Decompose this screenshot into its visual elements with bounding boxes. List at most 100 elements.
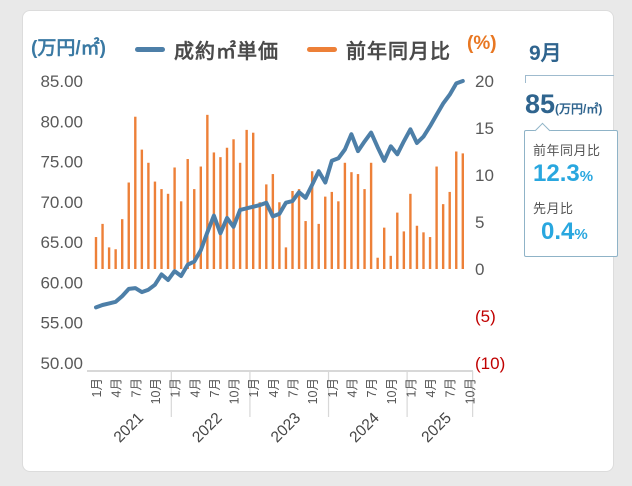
yoy-bar — [363, 189, 366, 269]
yoy-bar — [134, 116, 137, 269]
right-axis-tick: 0 — [475, 260, 484, 279]
yoy-bar — [140, 149, 144, 269]
right-axis-unit-label: (%) — [467, 33, 497, 54]
yoy-bar — [127, 182, 130, 269]
yoy-bar — [461, 153, 464, 269]
chart-card: (万円/㎡) 成約㎡単価 前年同月比 (%) 85.00 80.00 75.00 70… — [22, 10, 618, 472]
yoy-bar — [422, 232, 425, 269]
yoy-bar — [455, 151, 458, 269]
month-tick: 7月 — [208, 378, 222, 397]
yoy-bar — [212, 152, 216, 269]
yoy-value-percent-sign: % — [579, 168, 594, 185]
yoy-bar — [199, 166, 202, 269]
yoy-bar — [402, 231, 406, 269]
right-axis-tick: 10 — [475, 166, 494, 185]
month-tick: 7月 — [129, 378, 143, 397]
month-tick: 7月 — [365, 378, 379, 397]
right-axis-tick: (5) — [475, 307, 496, 326]
yoy-bar — [284, 247, 288, 269]
legend-item-price: 成約㎡単価 — [135, 35, 279, 64]
yoy-bar — [297, 189, 301, 269]
yoy-bar — [206, 114, 209, 269]
yoy-bar — [265, 184, 268, 269]
yoy-bar — [356, 174, 360, 269]
price-yoy-chart: 85.00 80.00 75.00 70.00 65.00 60.00 55.00 50.00… — [31, 59, 515, 459]
yoy-label: 前年同月比 — [533, 143, 601, 158]
yoy-bar — [369, 162, 373, 269]
month-tick: 7月 — [444, 378, 458, 397]
price-line — [94, 79, 465, 310]
yoy-bar — [278, 202, 281, 269]
price-line-swatch — [135, 47, 165, 52]
year-tick: 2023 — [268, 410, 304, 446]
month-tick: 4月 — [110, 378, 124, 397]
yoy-bar — [343, 162, 347, 269]
yoy-bar — [350, 172, 353, 269]
yoy-bar — [186, 159, 189, 269]
yoy-bar — [121, 219, 124, 269]
yoy-bar — [383, 227, 386, 269]
left-axis-tick: 55.00 — [40, 314, 83, 333]
yoy-bar — [415, 225, 419, 269]
yoy-bar — [389, 255, 392, 269]
yoy-bar — [166, 193, 170, 269]
year-tick: 2025 — [418, 410, 454, 446]
yoy-bar — [225, 147, 229, 269]
month-tick: 1月 — [404, 378, 418, 397]
summary-panel: 9月 85(万円/㎡) 前年同月比 12.3% 先月比 0.4% — [523, 37, 625, 257]
month-tick: 7月 — [287, 378, 301, 397]
yoy-bar — [376, 257, 379, 269]
yoy-bar — [441, 204, 445, 269]
mom-value-percent-sign: % — [574, 226, 588, 243]
yoy-bar — [396, 212, 399, 269]
chart-legend: 成約㎡単価 前年同月比 — [128, 35, 458, 64]
summary-price: 85(万円/㎡) — [525, 89, 625, 120]
year-tick: 2021 — [111, 410, 147, 446]
yoy-bar — [160, 189, 163, 269]
yoy-bar — [173, 167, 176, 269]
yoy-bar — [428, 237, 432, 269]
left-axis-tick: 60.00 — [40, 273, 83, 292]
year-tick: 2022 — [189, 410, 225, 446]
yoy-bar — [324, 196, 327, 269]
month-tick: 4月 — [345, 378, 359, 397]
month-tick: 1月 — [169, 378, 183, 397]
month-tick: 1月 — [90, 378, 104, 397]
yoy-bar — [317, 223, 320, 269]
mom-value-number: 0.4 — [541, 218, 575, 245]
yoy-bar — [330, 191, 333, 269]
month-tick: 4月 — [188, 378, 202, 397]
left-axis-tick: 80.00 — [40, 112, 83, 131]
month-tick: 10月 — [149, 378, 163, 404]
right-axis-tick: 20 — [475, 72, 494, 91]
yoy-bar — [304, 221, 307, 269]
left-axis-tick: 75.00 — [40, 153, 83, 172]
right-axis-tick: 15 — [475, 119, 494, 138]
month-tick: 10月 — [306, 378, 320, 404]
bubble-pointer — [534, 122, 551, 139]
yoy-bar — [107, 247, 111, 269]
yoy-bar — [114, 249, 117, 269]
yoy-bar — [252, 132, 255, 269]
yoy-bar — [271, 174, 275, 269]
yoy-bar — [193, 189, 196, 269]
month-tick: 10月 — [463, 378, 477, 404]
yoy-bar — [291, 190, 294, 269]
left-axis-tick: 85.00 — [40, 72, 83, 91]
mom-value: 0.4% — [533, 218, 609, 246]
yoy-bar — [101, 223, 104, 269]
yoy-value-number: 12.3 — [533, 160, 580, 187]
right-axis-tick: (10) — [475, 354, 505, 373]
yoy-bar — [310, 171, 314, 269]
yoy-bar — [245, 129, 248, 269]
yoy-bar — [153, 181, 157, 269]
left-axis-tick: 70.00 — [40, 193, 83, 212]
summary-month-label: 9月 — [529, 42, 562, 65]
month-tick: 1月 — [247, 378, 261, 397]
month-tick: 10月 — [228, 378, 242, 404]
yoy-bar — [448, 191, 451, 269]
mom-label: 先月比 — [533, 201, 574, 216]
month-tick: 1月 — [326, 378, 340, 397]
yoy-bar — [409, 193, 412, 269]
yoy-bar — [179, 201, 183, 269]
